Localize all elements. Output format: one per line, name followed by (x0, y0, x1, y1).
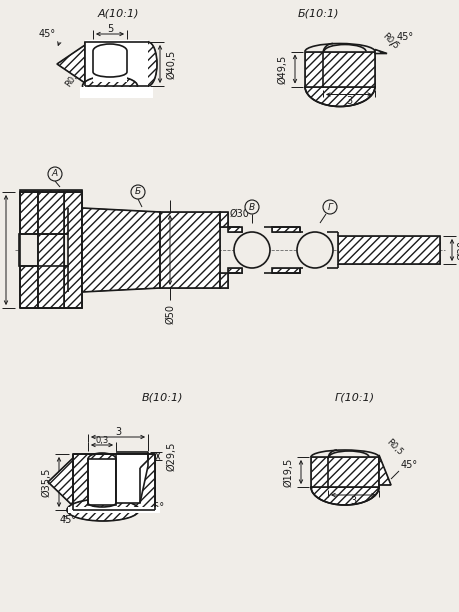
Polygon shape (85, 42, 148, 86)
Text: А(10:1): А(10:1) (97, 9, 139, 19)
Text: R0,5: R0,5 (67, 474, 86, 494)
Text: 45°: 45° (59, 515, 76, 525)
Text: 45°: 45° (39, 29, 56, 39)
Text: В(10:1): В(10:1) (141, 392, 182, 402)
Text: 45°: 45° (396, 32, 413, 42)
Polygon shape (20, 190, 82, 194)
Text: R0,5: R0,5 (379, 32, 399, 51)
Text: В: В (248, 203, 254, 212)
Text: Ø20: Ø20 (456, 240, 459, 260)
Text: 0,3: 0,3 (95, 436, 108, 444)
Text: R1: R1 (88, 465, 102, 479)
Text: R0,5: R0,5 (64, 68, 82, 88)
Polygon shape (48, 458, 73, 506)
Polygon shape (219, 273, 228, 288)
Polygon shape (88, 459, 116, 505)
Polygon shape (160, 212, 219, 288)
Polygon shape (38, 234, 64, 308)
Polygon shape (228, 227, 241, 232)
Polygon shape (310, 487, 378, 505)
Text: Ø29,5: Ø29,5 (167, 441, 177, 471)
Circle shape (131, 185, 145, 199)
Polygon shape (68, 507, 160, 513)
Text: Ø50: Ø50 (165, 304, 174, 324)
Text: 3: 3 (345, 95, 351, 105)
Polygon shape (20, 192, 38, 308)
Text: 3: 3 (350, 496, 356, 506)
Polygon shape (219, 212, 228, 227)
Polygon shape (38, 192, 64, 266)
Text: R0,5: R0,5 (383, 437, 403, 457)
Text: R1: R1 (327, 54, 341, 68)
Circle shape (322, 200, 336, 214)
Polygon shape (64, 192, 82, 308)
Text: Ø40,5: Ø40,5 (167, 50, 177, 78)
Text: Ø49,5: Ø49,5 (277, 54, 287, 84)
Polygon shape (93, 51, 127, 82)
Polygon shape (337, 236, 439, 264)
Polygon shape (19, 234, 68, 266)
Text: 5: 5 (106, 24, 113, 34)
Text: 45°: 45° (148, 502, 165, 512)
Text: Ø40: Ø40 (0, 240, 1, 260)
Circle shape (48, 167, 62, 181)
Polygon shape (80, 87, 153, 98)
Polygon shape (374, 50, 386, 53)
Text: Ø35,5: Ø35,5 (42, 468, 52, 497)
Text: R1: R1 (331, 460, 345, 474)
Polygon shape (228, 268, 241, 273)
Text: R1: R1 (111, 52, 125, 66)
Ellipse shape (82, 76, 137, 96)
Text: 3: 3 (115, 427, 121, 437)
Polygon shape (57, 45, 85, 83)
Circle shape (297, 232, 332, 268)
Text: Г: Г (327, 203, 332, 212)
Text: Б: Б (134, 187, 141, 196)
Polygon shape (116, 454, 148, 503)
Text: R0,5: R0,5 (130, 468, 151, 486)
Polygon shape (304, 86, 374, 106)
Polygon shape (85, 40, 148, 88)
Polygon shape (271, 268, 299, 273)
Circle shape (245, 200, 258, 214)
Polygon shape (82, 208, 160, 292)
Polygon shape (73, 454, 155, 510)
Polygon shape (310, 457, 378, 487)
Ellipse shape (67, 499, 139, 521)
Text: 45°: 45° (400, 460, 417, 470)
Text: Г(10:1): Г(10:1) (334, 392, 374, 402)
Text: А: А (52, 170, 58, 179)
Ellipse shape (139, 42, 157, 86)
Polygon shape (304, 51, 374, 86)
Polygon shape (378, 455, 390, 485)
Circle shape (234, 232, 269, 268)
Text: Ø19,5: Ø19,5 (283, 457, 293, 487)
Text: Б(10:1): Б(10:1) (297, 9, 338, 19)
Polygon shape (271, 227, 299, 232)
Text: Ø30: Ø30 (230, 209, 249, 219)
